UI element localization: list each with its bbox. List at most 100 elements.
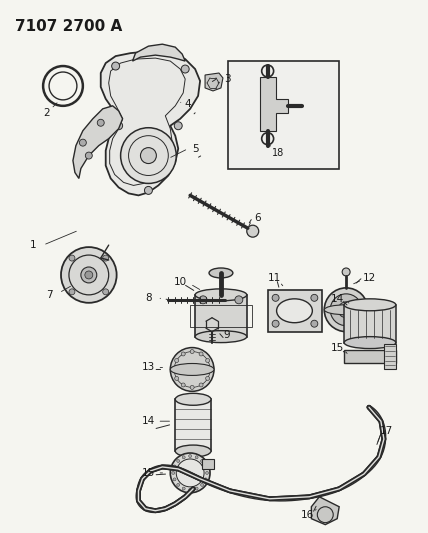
Ellipse shape bbox=[324, 305, 368, 315]
Text: 14: 14 bbox=[330, 294, 344, 304]
Circle shape bbox=[235, 296, 243, 304]
Circle shape bbox=[189, 455, 192, 457]
Circle shape bbox=[177, 483, 180, 487]
Polygon shape bbox=[344, 305, 396, 343]
Circle shape bbox=[204, 465, 207, 468]
Ellipse shape bbox=[170, 364, 214, 375]
Circle shape bbox=[338, 302, 354, 318]
Text: 10: 10 bbox=[174, 277, 187, 287]
Polygon shape bbox=[195, 295, 247, 337]
Circle shape bbox=[205, 376, 210, 381]
Circle shape bbox=[172, 367, 176, 372]
Text: 6: 6 bbox=[254, 213, 261, 223]
Circle shape bbox=[311, 294, 318, 301]
Circle shape bbox=[175, 376, 178, 381]
Polygon shape bbox=[384, 344, 396, 369]
Circle shape bbox=[176, 459, 204, 487]
Ellipse shape bbox=[175, 445, 211, 457]
Circle shape bbox=[112, 62, 119, 70]
Polygon shape bbox=[260, 77, 288, 131]
Circle shape bbox=[208, 367, 212, 372]
Circle shape bbox=[182, 487, 185, 490]
Circle shape bbox=[189, 488, 192, 491]
Circle shape bbox=[174, 122, 182, 130]
Circle shape bbox=[69, 255, 75, 261]
Circle shape bbox=[247, 225, 259, 237]
Circle shape bbox=[85, 152, 92, 159]
Circle shape bbox=[201, 483, 204, 487]
Circle shape bbox=[190, 385, 194, 389]
Ellipse shape bbox=[195, 330, 247, 343]
Text: 12: 12 bbox=[363, 273, 376, 283]
Ellipse shape bbox=[276, 299, 312, 322]
Polygon shape bbox=[175, 399, 211, 451]
Text: 15: 15 bbox=[142, 468, 155, 478]
Text: 18: 18 bbox=[271, 148, 284, 158]
Circle shape bbox=[330, 294, 362, 326]
Circle shape bbox=[140, 148, 156, 164]
Circle shape bbox=[272, 320, 279, 327]
Text: 11: 11 bbox=[268, 273, 281, 283]
Ellipse shape bbox=[195, 289, 247, 301]
Circle shape bbox=[177, 459, 180, 463]
Text: 3: 3 bbox=[225, 74, 231, 84]
Circle shape bbox=[173, 465, 176, 468]
Circle shape bbox=[199, 383, 203, 387]
Polygon shape bbox=[101, 51, 200, 196]
Circle shape bbox=[145, 187, 152, 195]
Text: 2: 2 bbox=[43, 108, 49, 118]
Text: 1: 1 bbox=[30, 240, 36, 250]
Text: 7: 7 bbox=[46, 290, 52, 300]
Polygon shape bbox=[73, 106, 122, 179]
Text: 8: 8 bbox=[145, 293, 152, 303]
Ellipse shape bbox=[344, 337, 396, 349]
Circle shape bbox=[272, 294, 279, 301]
Circle shape bbox=[115, 122, 122, 130]
Circle shape bbox=[204, 478, 207, 481]
Circle shape bbox=[208, 321, 216, 329]
Circle shape bbox=[201, 459, 204, 463]
Text: 7107 2700 A: 7107 2700 A bbox=[15, 19, 122, 34]
Circle shape bbox=[81, 267, 97, 283]
Text: 9: 9 bbox=[223, 329, 230, 340]
Circle shape bbox=[199, 352, 203, 356]
Circle shape bbox=[85, 271, 93, 279]
Text: 17: 17 bbox=[380, 426, 393, 436]
Circle shape bbox=[205, 359, 210, 362]
Circle shape bbox=[199, 296, 207, 304]
Bar bbox=[228, 61, 339, 168]
Circle shape bbox=[181, 65, 189, 73]
Text: 4: 4 bbox=[185, 99, 191, 109]
Circle shape bbox=[195, 487, 198, 490]
Text: 13: 13 bbox=[142, 362, 155, 373]
Polygon shape bbox=[133, 44, 185, 61]
Circle shape bbox=[175, 359, 178, 362]
Circle shape bbox=[190, 350, 194, 353]
Circle shape bbox=[181, 383, 185, 387]
Circle shape bbox=[181, 352, 185, 356]
Text: 14: 14 bbox=[142, 416, 155, 426]
Circle shape bbox=[121, 128, 176, 183]
Circle shape bbox=[223, 294, 235, 305]
Polygon shape bbox=[311, 497, 339, 524]
Circle shape bbox=[170, 453, 210, 493]
Text: 15: 15 bbox=[330, 343, 344, 352]
Ellipse shape bbox=[344, 299, 396, 311]
Circle shape bbox=[170, 348, 214, 391]
Circle shape bbox=[97, 119, 104, 126]
Circle shape bbox=[182, 456, 185, 459]
Text: 5: 5 bbox=[192, 143, 199, 154]
Polygon shape bbox=[205, 73, 223, 91]
Circle shape bbox=[79, 139, 86, 146]
Circle shape bbox=[69, 289, 75, 295]
Ellipse shape bbox=[175, 393, 211, 405]
Circle shape bbox=[61, 247, 117, 303]
Circle shape bbox=[103, 289, 109, 295]
Polygon shape bbox=[268, 290, 322, 332]
Circle shape bbox=[342, 268, 350, 276]
Circle shape bbox=[311, 320, 318, 327]
Circle shape bbox=[195, 456, 198, 459]
Ellipse shape bbox=[209, 268, 233, 278]
Polygon shape bbox=[344, 350, 396, 364]
Circle shape bbox=[205, 471, 208, 474]
